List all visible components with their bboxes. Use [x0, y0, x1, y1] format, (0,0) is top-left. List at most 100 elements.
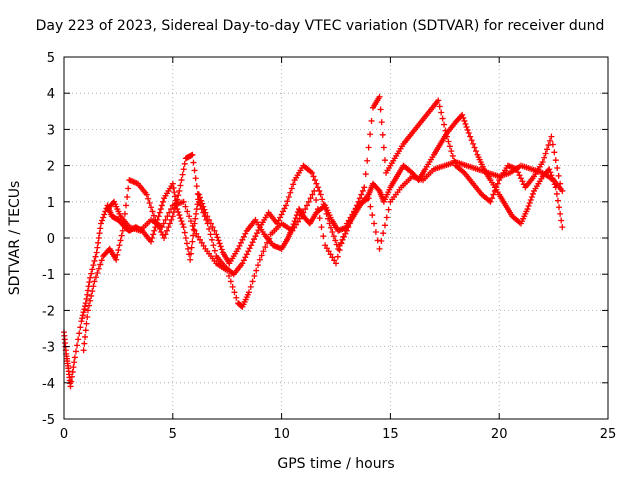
- data-point-trail: [493, 184, 500, 191]
- data-point-trail: [515, 169, 522, 176]
- data-point: [189, 151, 196, 158]
- data-point-trail: [118, 232, 125, 239]
- data-point-trail: [378, 238, 385, 245]
- data-point-trail: [385, 206, 392, 213]
- data-point-trail: [342, 227, 349, 234]
- data-point-trail: [94, 244, 101, 251]
- data-point-trail: [285, 193, 292, 200]
- data-point-trail: [92, 253, 99, 260]
- data-point-trail: [329, 254, 336, 261]
- data-point-trail: [84, 291, 91, 298]
- data-point-trail: [488, 195, 495, 202]
- data-point-trail: [116, 242, 123, 249]
- data-point-trail: [327, 224, 334, 231]
- data-point: [113, 256, 120, 263]
- data-point-trail: [242, 254, 249, 261]
- data-point-trail: [179, 221, 186, 228]
- data-point-trail: [349, 211, 356, 218]
- data-point-trail: [170, 184, 177, 191]
- data-point-trail: [168, 216, 175, 223]
- data-point-trail: [95, 235, 102, 241]
- data-point-trail: [303, 202, 310, 209]
- data-point-trail: [183, 240, 190, 247]
- data-point-trail: [88, 270, 95, 277]
- data-point: [282, 202, 289, 209]
- data-point-trail: [323, 245, 330, 252]
- data-point-trail: [278, 211, 285, 218]
- data-point-trail: [125, 185, 132, 192]
- data-point-trail: [121, 210, 128, 217]
- data-point-trail: [81, 340, 88, 347]
- data-point: [365, 195, 372, 202]
- data-point-trail: [171, 193, 178, 200]
- data-point-trail: [187, 250, 194, 257]
- data-point-trail: [190, 226, 197, 233]
- data-point-trail: [237, 239, 244, 246]
- data-point-trail: [281, 205, 288, 212]
- data-point-trail: [68, 373, 75, 380]
- data-point-trail: [197, 236, 203, 243]
- data-point-trail: [189, 238, 196, 245]
- data-point-trail: [381, 157, 388, 164]
- data-point-trail: [151, 227, 158, 234]
- data-point-trail: [446, 143, 453, 150]
- data-point: [317, 191, 324, 198]
- data-point-trail: [94, 269, 101, 276]
- x-tick-label: 20: [491, 427, 508, 442]
- data-point-trail: [461, 117, 468, 124]
- data-point-trail: [379, 131, 386, 138]
- data-point-trail: [251, 236, 258, 243]
- data-point: [443, 133, 450, 140]
- data-point-trail: [291, 224, 298, 231]
- data-point-trail: [339, 236, 346, 243]
- data-point-trail: [233, 294, 240, 301]
- data-point-trail: [187, 218, 194, 225]
- data-point-trail: [243, 251, 250, 258]
- data-point-trail: [210, 242, 217, 249]
- data-point-trail: [82, 333, 89, 340]
- data-point-trail: [217, 243, 224, 250]
- data-point-trail: [316, 187, 323, 194]
- data-point-trail: [162, 216, 169, 223]
- data-point-trail: [296, 215, 303, 222]
- data-point: [248, 242, 255, 249]
- data-point: [87, 274, 94, 281]
- data-point-trail: [448, 148, 455, 155]
- data-point-trail: [546, 137, 553, 144]
- data-point: [71, 354, 78, 361]
- data-point-trail: [325, 215, 332, 222]
- data-point-trail: [541, 154, 548, 161]
- data-point-trail: [190, 159, 197, 166]
- x-tick-label: 5: [169, 427, 177, 442]
- y-tick-label: 0: [47, 232, 55, 247]
- data-point-trail: [114, 251, 121, 258]
- data-point-trail: [160, 198, 167, 205]
- data-point-trail: [156, 209, 163, 216]
- data-point-trail: [264, 239, 271, 246]
- data-point-trail: [197, 194, 203, 201]
- data-point: [322, 242, 329, 249]
- data-point-trail: [467, 133, 474, 140]
- data-point-trail: [463, 123, 470, 130]
- data-point-trail: [472, 148, 479, 155]
- data-point-trail: [318, 224, 325, 231]
- data-point-trail: [226, 273, 233, 280]
- data-point-trail: [179, 171, 186, 178]
- data-point-trail: [198, 206, 205, 213]
- data-point-trail: [471, 144, 478, 151]
- data-point: [158, 224, 165, 231]
- data-point-trail: [368, 117, 375, 124]
- y-tick-label: 2: [47, 160, 55, 175]
- data-point-trail: [245, 248, 252, 255]
- data-point-trail: [100, 214, 107, 221]
- y-tick-label: 4: [47, 87, 55, 102]
- data-point-trail: [365, 144, 372, 151]
- data-point: [213, 231, 220, 238]
- data-point-trail: [227, 278, 234, 285]
- data-point-trail: [359, 187, 366, 194]
- data-point-trail: [439, 115, 446, 122]
- data-point-trail: [207, 231, 214, 238]
- data-point: [204, 220, 211, 227]
- data-point: [80, 347, 87, 354]
- data-point-trail: [96, 230, 103, 237]
